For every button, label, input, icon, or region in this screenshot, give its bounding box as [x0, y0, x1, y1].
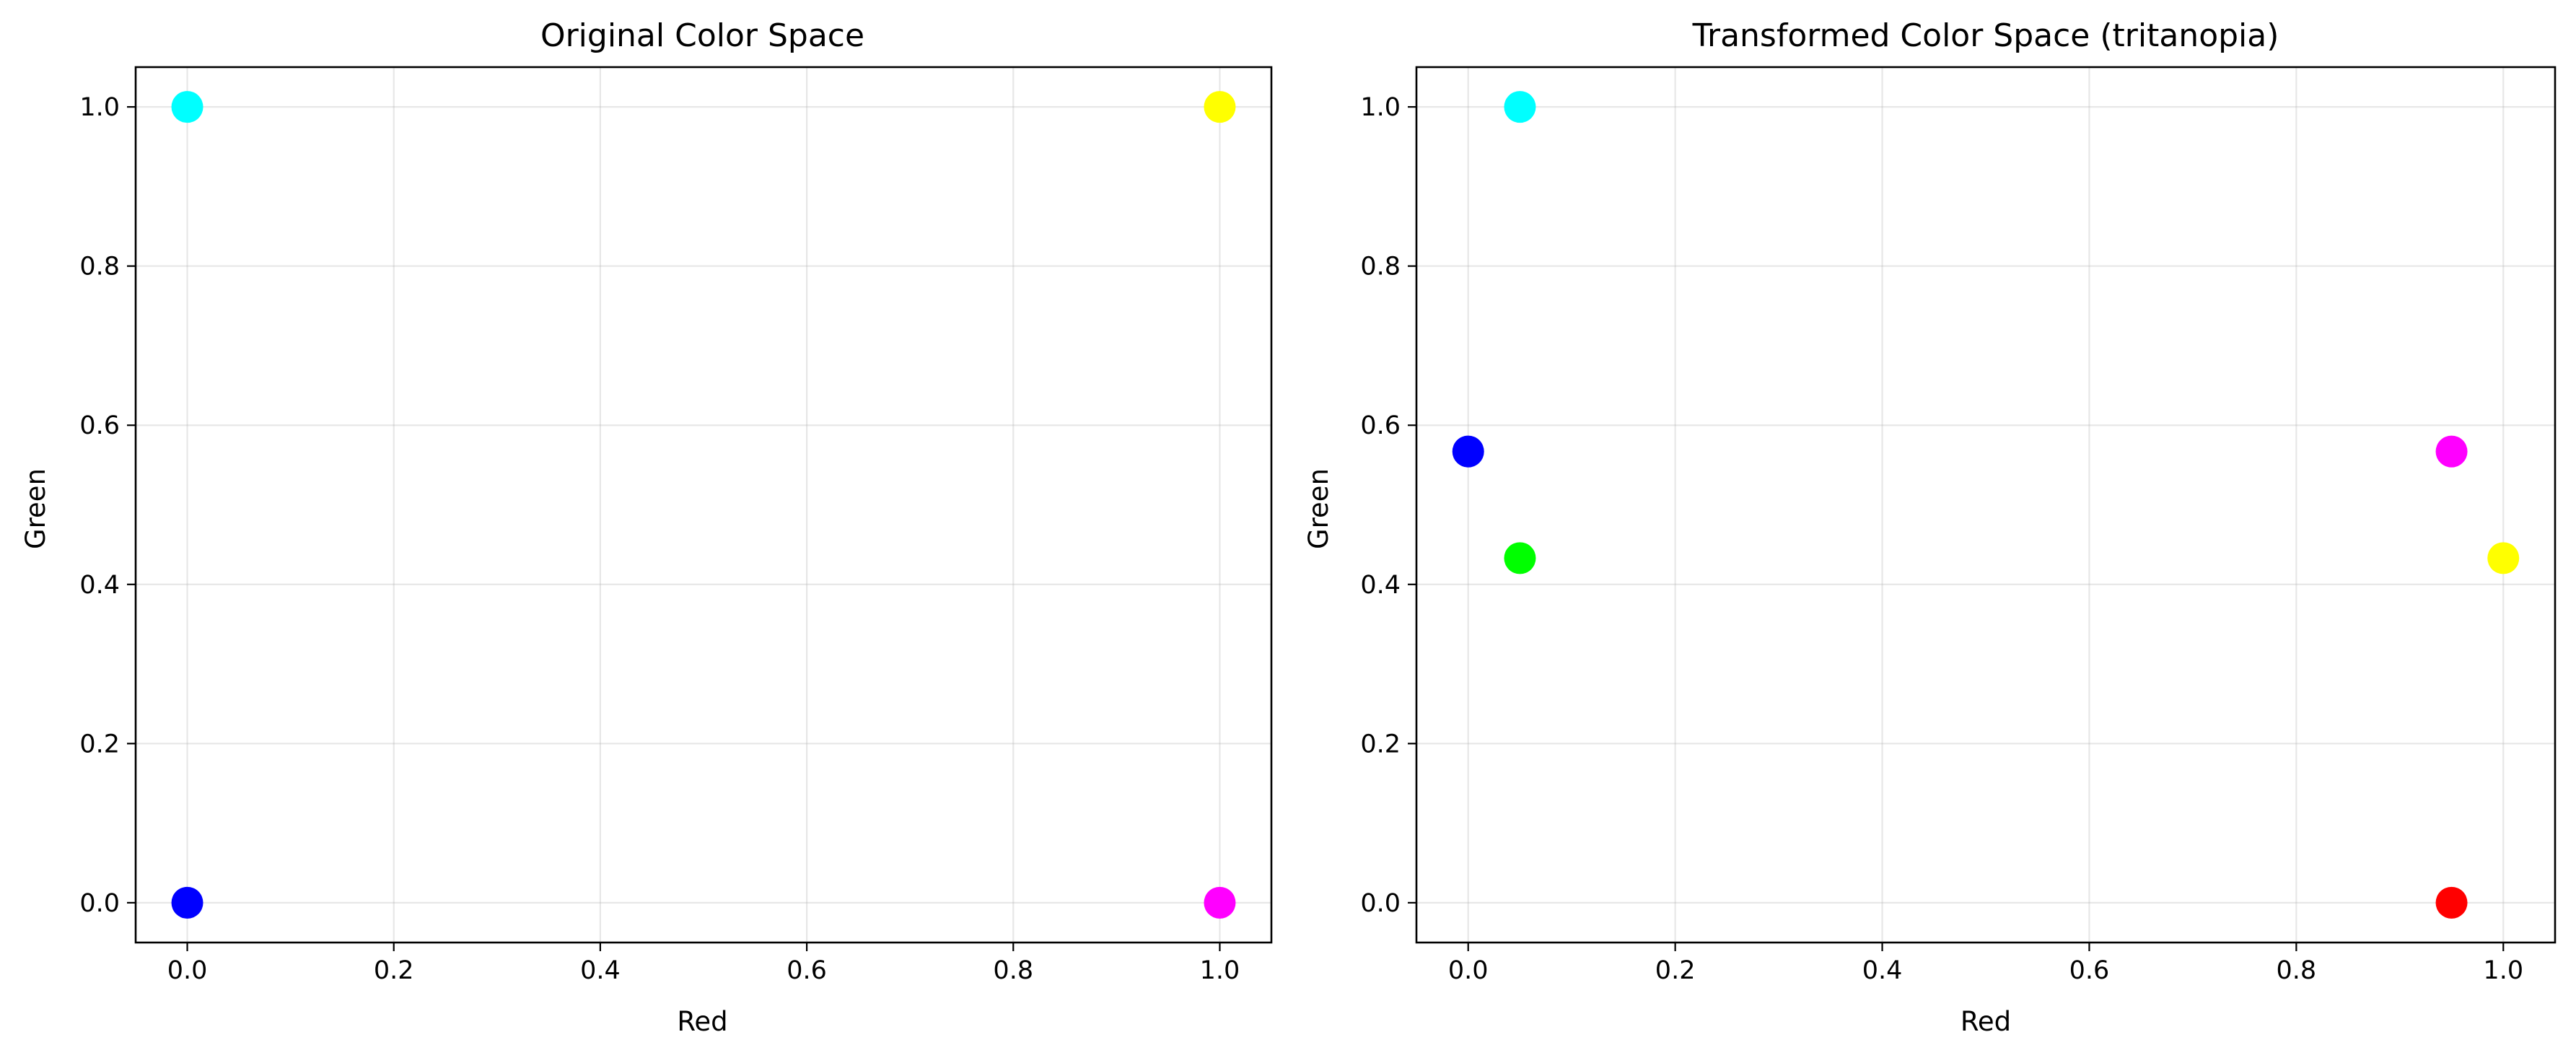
- x-tick-label: 0.6: [2069, 956, 2110, 985]
- x-tick-label: 0.2: [374, 956, 414, 985]
- y-tick-label: 0.8: [1360, 253, 1401, 281]
- y-tick-label: 0.4: [1360, 571, 1401, 600]
- y-tick-label: 0.4: [79, 571, 120, 600]
- data-point: [2487, 542, 2520, 574]
- y-tick-label: 0.2: [79, 730, 120, 758]
- x-tick-label: 0.8: [993, 956, 1033, 985]
- x-axis-label: Red: [1961, 1006, 2011, 1037]
- data-point: [1204, 91, 1236, 123]
- x-tick-label: 1.0: [1200, 956, 1240, 985]
- x-tick-label: 0.6: [787, 956, 827, 985]
- y-tick-label: 0.2: [1360, 730, 1401, 758]
- x-tick-label: 0.8: [2277, 956, 2317, 985]
- y-tick-label: 0.0: [1360, 889, 1401, 918]
- data-point: [2435, 435, 2468, 468]
- y-axis-label: Green: [1303, 468, 1334, 549]
- data-point: [1504, 542, 1536, 574]
- data-point: [1204, 886, 1236, 919]
- subplot-original: Original Color Space 0.0 0.2 0.4 0.6 0.8 1.00…: [20, 17, 1273, 1037]
- y-axis-label: Green: [20, 468, 51, 549]
- data-point: [171, 91, 203, 123]
- plot-area-transformed: 0.0 0.2 0.4 0.6 0.8 1.0 0.0 0.2 0.4 0.6 0.8 1.0: [1360, 66, 2557, 985]
- data-point: [1504, 91, 1536, 123]
- x-tick-label: 0.0: [167, 956, 208, 985]
- y-tick-label: 0.6: [1360, 411, 1401, 440]
- data-point: [171, 886, 203, 919]
- y-tick-label: 0.8: [79, 253, 120, 281]
- data-point: [1452, 435, 1484, 468]
- y-tick-label: 0.0: [79, 889, 120, 918]
- axes-frame: [134, 66, 1273, 944]
- subplot-transformed: Transformed Color Space (tritanopia) 0.0…: [1303, 17, 2557, 1037]
- plot-area-original: 0.0 0.2 0.4 0.6 0.8 1.0 0.0 0.2 0.4 0.6 0.8 1.0: [79, 66, 1273, 985]
- axes-frame: [1415, 66, 2557, 944]
- y-tick-label: 0.6: [79, 411, 120, 440]
- y-tick-label: 1.0: [1360, 93, 1401, 122]
- data-point: [2435, 886, 2468, 919]
- y-tick-label: 1.0: [79, 93, 120, 122]
- x-tick-label: 0.2: [1655, 956, 1696, 985]
- x-tick-label: 0.4: [1862, 956, 1903, 985]
- chart-title: Transformed Color Space (tritanopia): [1692, 17, 2279, 54]
- x-tick-label: 0.4: [580, 956, 621, 985]
- x-tick-label: 0.0: [1448, 956, 1489, 985]
- x-axis-label: Red: [677, 1006, 727, 1037]
- chart-title: Original Color Space: [540, 17, 864, 54]
- x-tick-label: 1.0: [2483, 956, 2523, 985]
